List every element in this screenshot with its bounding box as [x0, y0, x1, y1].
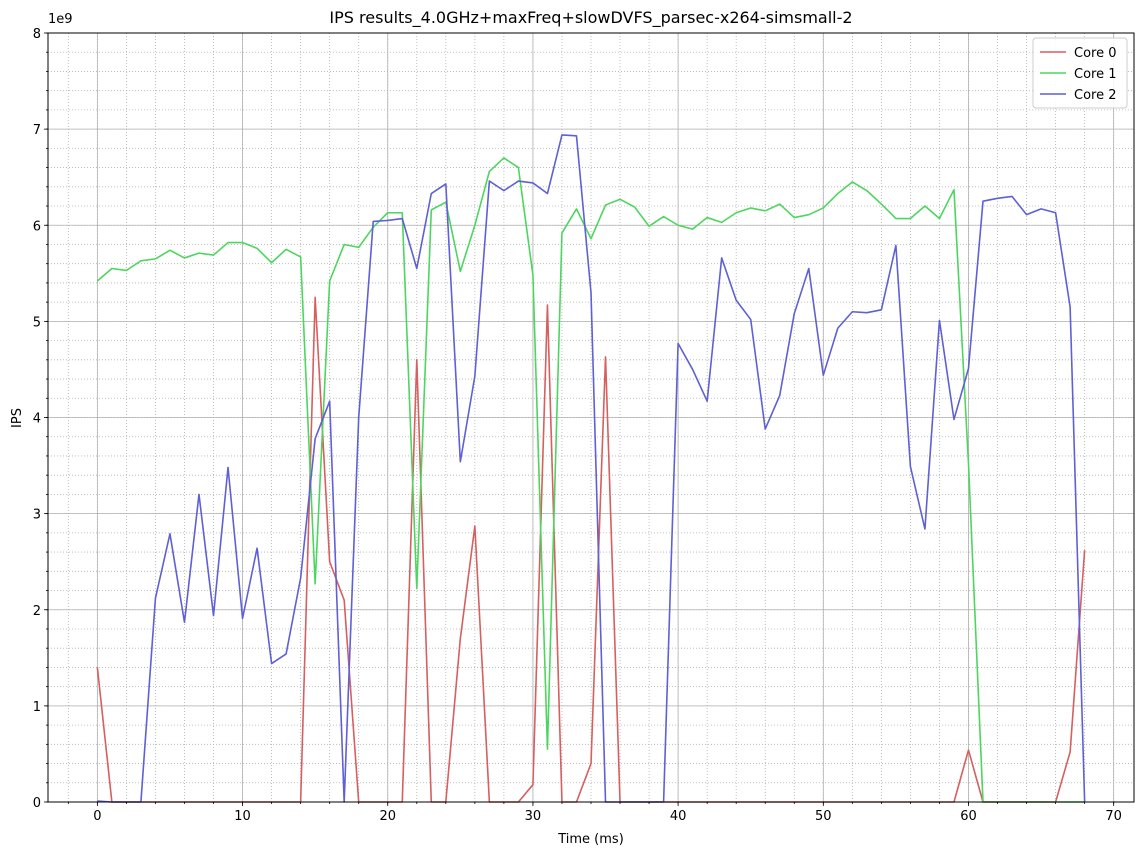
y-tick-label: 5 [33, 315, 41, 330]
x-tick-label: 60 [960, 809, 977, 824]
x-tick-label: 40 [670, 809, 687, 824]
x-axis-label: Time (ms) [557, 832, 624, 847]
chart-title: IPS results_4.0GHz+maxFreq+slowDVFS_pars… [329, 8, 852, 28]
legend-label: Core 0 [1074, 46, 1117, 61]
y-axis-multiplier: 1e9 [48, 12, 73, 27]
legend-box [1032, 37, 1128, 109]
series-line-core-1 [96, 157, 1085, 803]
y-tick-label: 4 [33, 412, 41, 427]
x-tick-label: 50 [815, 809, 832, 824]
y-tick-label: 8 [33, 27, 41, 42]
x-tick-label: 20 [379, 809, 396, 824]
x-tick-label: 10 [234, 809, 251, 824]
legend: Core 0 Core 1 Core 2 [1032, 37, 1128, 109]
legend-label: Core 2 [1074, 88, 1117, 103]
y-tick-label: 7 [33, 123, 41, 138]
y-tick-label: 6 [33, 219, 41, 234]
y-axis-label: IPS [10, 408, 25, 428]
x-tick-label: 30 [525, 809, 542, 824]
x-tick-label: 0 [93, 809, 101, 824]
y-tick-label: 3 [33, 508, 41, 523]
series-line-core-2 [97, 134, 1086, 803]
y-tick-label: 0 [33, 796, 41, 811]
x-axis-ticks: 0 10 20 30 40 50 60 70 [67, 802, 1122, 824]
legend-label: Core 1 [1074, 67, 1117, 82]
y-tick-label: 1 [33, 700, 41, 715]
y-tick-label: 2 [33, 604, 41, 619]
y-axis-ticks: 0 1 2 3 4 5 6 7 8 [33, 27, 48, 811]
x-tick-label: 70 [1105, 809, 1122, 824]
